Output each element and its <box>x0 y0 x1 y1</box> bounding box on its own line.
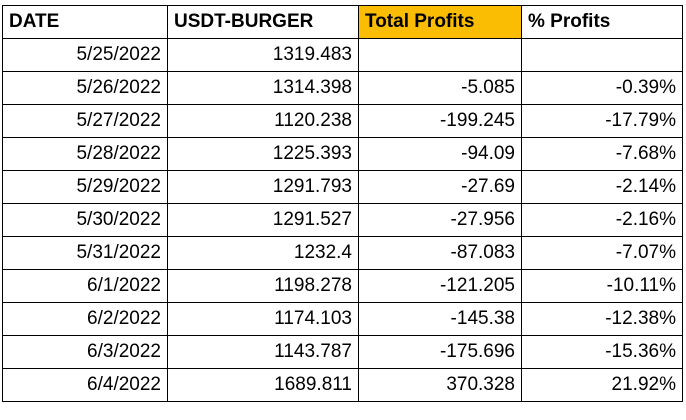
cell-total-profits[interactable]: -94.09 <box>358 137 522 171</box>
cell-date[interactable]: 6/1/2022 <box>2 269 168 303</box>
header-row: DATE USDT-BURGER Total Profits % Profits <box>2 5 683 39</box>
cell-usdt-burger[interactable]: 1225.393 <box>167 137 359 171</box>
table-row: 6/3/2022 1143.787 -175.696 -15.36% <box>2 335 683 369</box>
cell-total-profits[interactable]: -87.083 <box>358 236 522 270</box>
cell-pct-profits[interactable]: -12.38% <box>521 302 683 336</box>
cell-total-profits[interactable]: -5.085 <box>358 71 522 105</box>
header-total-profits[interactable]: Total Profits <box>358 5 522 39</box>
cell-pct-profits[interactable]: -10.11% <box>521 269 683 303</box>
cell-date[interactable]: 5/28/2022 <box>2 137 168 171</box>
cell-total-profits[interactable]: -121.205 <box>358 269 522 303</box>
cell-usdt-burger[interactable]: 1232.4 <box>167 236 359 270</box>
cell-date[interactable]: 6/2/2022 <box>2 302 168 336</box>
table-row: 5/27/2022 1120.238 -199.245 -17.79% <box>2 104 683 138</box>
header-pct-profits[interactable]: % Profits <box>521 5 683 39</box>
cell-date[interactable]: 5/25/2022 <box>2 38 168 72</box>
cell-usdt-burger[interactable]: 1120.238 <box>167 104 359 138</box>
cell-total-profits[interactable]: -27.69 <box>358 170 522 204</box>
cell-usdt-burger[interactable]: 1174.103 <box>167 302 359 336</box>
cell-date[interactable]: 6/3/2022 <box>2 335 168 369</box>
cell-total-profits[interactable]: 370.328 <box>358 368 522 402</box>
cell-date[interactable]: 5/31/2022 <box>2 236 168 270</box>
cell-usdt-burger[interactable]: 1291.793 <box>167 170 359 204</box>
cell-usdt-burger[interactable]: 1689.811 <box>167 368 359 402</box>
cell-pct-profits[interactable]: -7.07% <box>521 236 683 270</box>
cell-total-profits[interactable]: -175.696 <box>358 335 522 369</box>
header-date[interactable]: DATE <box>2 5 168 39</box>
cell-total-profits[interactable] <box>358 38 522 72</box>
cell-usdt-burger[interactable]: 1319.483 <box>167 38 359 72</box>
cell-pct-profits[interactable]: -0.39% <box>521 71 683 105</box>
table-row: 5/29/2022 1291.793 -27.69 -2.14% <box>2 170 683 204</box>
table-row: 5/28/2022 1225.393 -94.09 -7.68% <box>2 137 683 171</box>
cell-date[interactable]: 5/30/2022 <box>2 203 168 237</box>
cell-usdt-burger[interactable]: 1314.398 <box>167 71 359 105</box>
table-row: 5/25/2022 1319.483 <box>2 38 683 72</box>
table-row: 6/1/2022 1198.278 -121.205 -10.11% <box>2 269 683 303</box>
cell-date[interactable]: 5/26/2022 <box>2 71 168 105</box>
profits-table: DATE USDT-BURGER Total Profits % Profits… <box>2 5 683 402</box>
cell-pct-profits[interactable]: -2.14% <box>521 170 683 204</box>
cell-pct-profits[interactable]: -7.68% <box>521 137 683 171</box>
cell-pct-profits[interactable]: -17.79% <box>521 104 683 138</box>
table-row: 5/31/2022 1232.4 -87.083 -7.07% <box>2 236 683 270</box>
cell-pct-profits[interactable]: 21.92% <box>521 368 683 402</box>
table-row: 6/2/2022 1174.103 -145.38 -12.38% <box>2 302 683 336</box>
cell-date[interactable]: 5/29/2022 <box>2 170 168 204</box>
cell-total-profits[interactable]: -145.38 <box>358 302 522 336</box>
cell-pct-profits[interactable] <box>521 38 683 72</box>
cell-total-profits[interactable]: -27.956 <box>358 203 522 237</box>
table-row: 5/30/2022 1291.527 -27.956 -2.16% <box>2 203 683 237</box>
header-usdt-burger[interactable]: USDT-BURGER <box>167 5 359 39</box>
cell-usdt-burger[interactable]: 1291.527 <box>167 203 359 237</box>
cell-date[interactable]: 6/4/2022 <box>2 368 168 402</box>
cell-pct-profits[interactable]: -15.36% <box>521 335 683 369</box>
cell-date[interactable]: 5/27/2022 <box>2 104 168 138</box>
table-row: 5/26/2022 1314.398 -5.085 -0.39% <box>2 71 683 105</box>
cell-usdt-burger[interactable]: 1143.787 <box>167 335 359 369</box>
cell-usdt-burger[interactable]: 1198.278 <box>167 269 359 303</box>
cell-total-profits[interactable]: -199.245 <box>358 104 522 138</box>
cell-pct-profits[interactable]: -2.16% <box>521 203 683 237</box>
table-row: 6/4/2022 1689.811 370.328 21.92% <box>2 368 683 402</box>
